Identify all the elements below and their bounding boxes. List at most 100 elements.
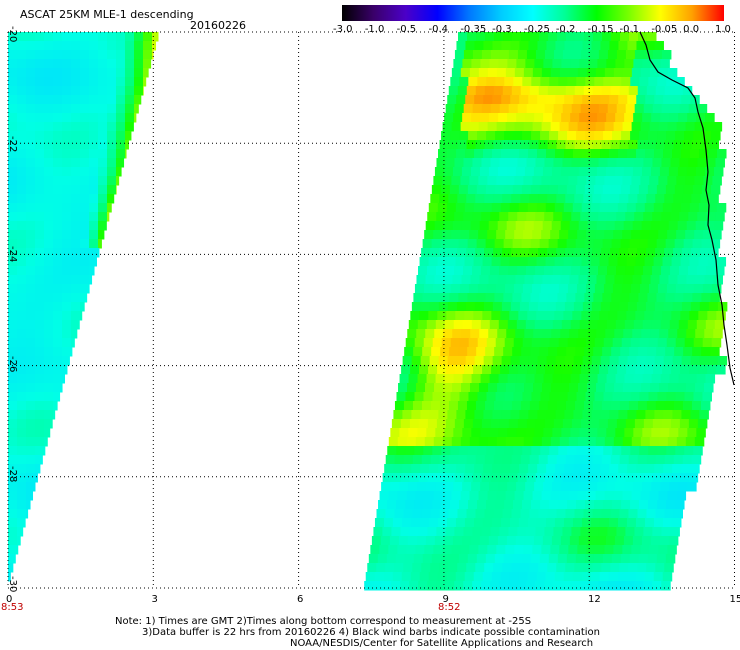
swath-cell <box>463 581 473 591</box>
swath-cell <box>62 230 72 240</box>
swath-cell <box>445 581 455 591</box>
swath-cell <box>116 41 126 51</box>
swath-cell <box>595 230 605 240</box>
swath-cell <box>499 527 509 537</box>
swath-cell <box>643 212 653 222</box>
swath-cell <box>575 554 586 564</box>
swath-cell <box>646 86 657 96</box>
swath-cell <box>98 122 108 132</box>
swath-cell <box>682 455 693 465</box>
swath-cell <box>664 563 674 573</box>
swath-cell <box>457 194 467 204</box>
swath-cell <box>8 491 18 501</box>
swath-cell <box>524 221 535 231</box>
swath-cell <box>687 482 697 492</box>
swath-cell <box>631 68 642 78</box>
swath-cell <box>624 113 634 123</box>
swath-cell <box>636 95 646 105</box>
swath-cell <box>477 131 487 141</box>
swath-cell <box>436 527 446 537</box>
swath-cell <box>26 239 36 249</box>
swath-cell <box>579 374 590 384</box>
swath-cell <box>571 212 581 222</box>
swath-cell <box>549 131 559 141</box>
swath-cell <box>504 77 514 87</box>
swath-cell <box>681 356 692 366</box>
swath-cell <box>502 401 513 411</box>
swath-cell <box>17 374 27 384</box>
swath-cell <box>680 257 691 267</box>
swath-cell <box>687 113 697 123</box>
swath-cell <box>17 536 21 546</box>
swath-cell <box>26 428 36 438</box>
swath-cell <box>365 572 376 582</box>
swath-cell <box>567 500 577 510</box>
swath-cell <box>518 257 529 267</box>
swath-cell <box>53 113 63 123</box>
swath-cell <box>704 275 714 285</box>
swath-cell <box>560 536 571 546</box>
swath-cell <box>662 203 673 213</box>
swath-cell <box>98 113 108 123</box>
swath-cell <box>541 230 551 240</box>
swath-cell <box>615 59 625 69</box>
swath-cell <box>474 302 485 312</box>
swath-cell <box>511 455 522 465</box>
swath-cell <box>603 446 613 456</box>
swath-cell <box>697 212 707 222</box>
swath-cell <box>450 338 461 348</box>
swath-cell <box>478 176 488 186</box>
swath-cell <box>594 338 605 348</box>
swath-cell <box>535 266 545 276</box>
swath-cell <box>448 401 459 411</box>
swath-cell <box>527 365 537 375</box>
swath-cell <box>688 419 699 429</box>
swath-cell <box>521 32 531 42</box>
swath-cell <box>590 518 601 528</box>
swath-cell <box>585 338 596 348</box>
swath-cell <box>62 185 72 195</box>
swath-cell <box>536 203 547 213</box>
swath-cell <box>89 41 99 51</box>
swath-cell <box>53 32 63 42</box>
swath-cell <box>429 302 440 312</box>
swath-cell <box>606 374 617 384</box>
swath-cell <box>620 239 631 249</box>
swath-cell <box>464 311 474 321</box>
swath-cell <box>459 338 470 348</box>
swath-cell <box>571 266 581 276</box>
swath-cell <box>415 491 426 501</box>
swath-cell <box>642 320 653 330</box>
swath-cell <box>681 464 691 474</box>
swath-cell <box>460 68 471 78</box>
swath-cell <box>483 356 494 366</box>
swath-cell <box>559 68 570 78</box>
swath-cell <box>506 275 516 285</box>
swath-cell <box>80 131 90 141</box>
swath-cell <box>17 59 27 69</box>
swath-cell <box>571 158 581 168</box>
swath-cell <box>8 50 18 60</box>
swath-cell <box>474 356 485 366</box>
swath-cell <box>107 77 117 87</box>
swath-cell <box>53 356 63 366</box>
swath-cell <box>8 86 18 96</box>
swath-cell <box>443 329 453 339</box>
swath-cell <box>35 50 45 60</box>
swath-cell <box>26 113 36 123</box>
swath-cell <box>654 410 664 420</box>
swath-cell <box>517 158 527 168</box>
swath-cell <box>486 392 496 402</box>
swath-cell <box>379 545 389 555</box>
swath-cell <box>445 212 455 222</box>
swath-cell <box>626 365 636 375</box>
swath-cell <box>500 518 511 528</box>
swath-cell <box>371 536 382 546</box>
swath-cell <box>586 230 596 240</box>
swath-cell <box>445 158 455 168</box>
swath-cell <box>450 392 460 402</box>
swath-cell <box>556 248 566 258</box>
swath-cell <box>496 437 507 447</box>
swath-cell <box>576 284 587 294</box>
swath-cell <box>638 554 649 564</box>
